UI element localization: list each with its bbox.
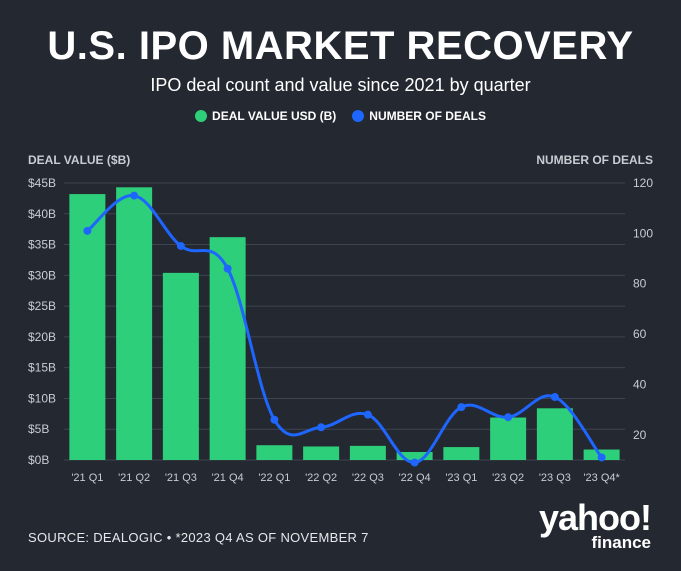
left-tick-label: $10B — [28, 391, 56, 405]
x-tick-label: '22 Q2 — [305, 472, 337, 484]
deals-point — [223, 264, 232, 273]
bar — [209, 237, 246, 460]
right-tick-label: 20 — [633, 428, 647, 442]
x-tick-label: '22 Q1 — [258, 472, 290, 484]
deals-point — [270, 415, 279, 424]
x-tick-label: '23 Q1 — [445, 472, 477, 484]
x-tick-label: '21 Q2 — [118, 472, 150, 484]
legend-item-deal-value: DEAL VALUE USD (B) — [195, 108, 336, 124]
bar — [256, 445, 293, 460]
chart-title: U.S. IPO MARKET RECOVERY — [47, 24, 634, 68]
deals-point — [317, 423, 326, 432]
left-tick-label: $35B — [28, 238, 56, 252]
left-tick-label: $20B — [28, 330, 56, 344]
logo-sub-text: finance — [591, 533, 651, 552]
x-tick-label: '22 Q4 — [399, 472, 431, 484]
legend-item-number-of-deals: NUMBER OF DEALS — [352, 108, 486, 124]
bar — [69, 194, 106, 460]
left-tick-label: $45B — [28, 176, 56, 190]
right-tick-label: 40 — [633, 377, 647, 391]
left-tick-label: $0B — [28, 453, 49, 467]
legend: DEAL VALUE USD (B) NUMBER OF DEALS — [0, 108, 681, 124]
x-tick-label: '21 Q1 — [71, 472, 103, 484]
legend-green-dot-icon — [195, 110, 208, 122]
x-tick-label: '23 Q2 — [492, 472, 524, 484]
chart-subtitle: IPO deal count and value since 2021 by q… — [150, 75, 531, 95]
right-tick-label: 80 — [633, 277, 647, 291]
legend-deal-value-label: DEAL VALUE USD (B) — [212, 109, 337, 123]
deals-point — [363, 410, 372, 419]
deals-point — [550, 393, 559, 402]
legend-number-of-deals-label: NUMBER OF DEALS — [369, 109, 486, 123]
x-tick-label: '21 Q4 — [212, 472, 244, 484]
yahoo-finance-logo: yahoo! finance — [538, 497, 652, 552]
bar — [116, 187, 153, 460]
left-tick-label: $25B — [28, 299, 56, 313]
deals-point — [410, 458, 419, 467]
left-axis-title: DEAL VALUE ($B) — [28, 153, 131, 167]
bar — [349, 445, 386, 460]
bar — [490, 417, 527, 460]
left-tick-label: $15B — [28, 361, 56, 375]
deals-point — [597, 453, 606, 462]
right-tick-label: 60 — [633, 327, 647, 341]
x-tick-label: '23 Q3 — [539, 472, 571, 484]
deals-point — [83, 226, 92, 235]
left-tick-label: $30B — [28, 268, 56, 282]
legend-blue-dot-icon — [352, 110, 365, 122]
source-footnote: SOURCE: DEALOGIC • *2023 Q4 AS OF NOVEMB… — [28, 530, 369, 545]
right-tick-label: 120 — [633, 176, 653, 190]
x-tick-label: '23 Q4* — [583, 472, 620, 484]
bar — [162, 272, 199, 460]
deals-point — [457, 403, 466, 412]
x-tick-label: '21 Q3 — [165, 472, 197, 484]
deals-point — [130, 191, 139, 200]
bar — [396, 451, 433, 460]
left-tick-label: $5B — [28, 422, 49, 436]
bar — [443, 447, 480, 460]
deals-point — [504, 413, 513, 422]
deals-point — [176, 241, 185, 250]
x-tick-label: '22 Q3 — [352, 472, 384, 484]
bar — [303, 446, 340, 460]
right-tick-label: 100 — [633, 226, 653, 240]
right-axis-title: NUMBER OF DEALS — [536, 153, 653, 167]
bar — [536, 408, 573, 460]
left-tick-label: $40B — [28, 207, 56, 221]
logo-main-text: yahoo! — [538, 497, 652, 538]
